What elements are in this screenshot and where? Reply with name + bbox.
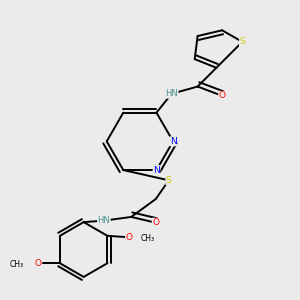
- Text: O: O: [125, 233, 133, 242]
- Text: O: O: [152, 218, 159, 227]
- Text: HN: HN: [98, 216, 110, 225]
- Text: N: N: [170, 137, 176, 146]
- Text: CH₃: CH₃: [10, 260, 24, 269]
- Text: N: N: [153, 166, 160, 175]
- Text: HN: HN: [165, 89, 178, 98]
- Text: O: O: [35, 259, 42, 268]
- Text: CH₃: CH₃: [141, 234, 155, 243]
- Text: S: S: [166, 176, 172, 185]
- Text: S: S: [239, 37, 245, 46]
- Text: O: O: [219, 91, 226, 100]
